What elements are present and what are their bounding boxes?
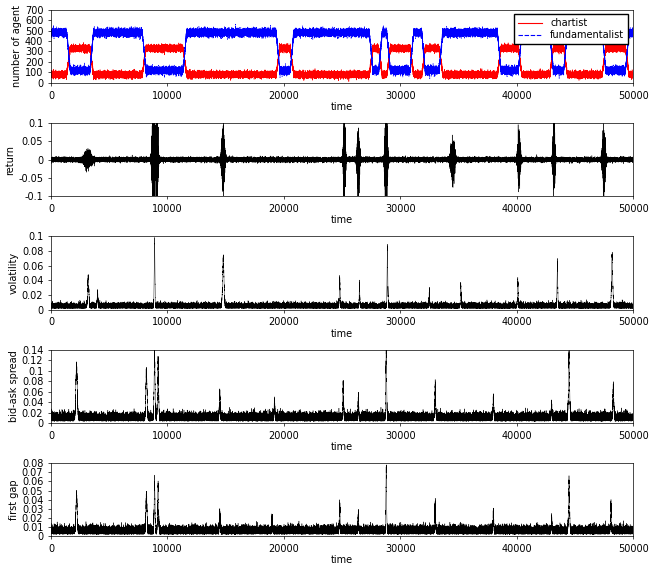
X-axis label: time: time: [331, 329, 353, 339]
fundamentalist: [398, 69, 405, 75]
chartist: [479, 70, 487, 77]
X-axis label: time: time: [331, 556, 353, 565]
chartist: [86, 50, 94, 57]
fundamentalist: [270, 29, 278, 36]
fundamentalist: [187, 32, 195, 39]
chartist: [187, 73, 195, 79]
fundamentalist: [479, 29, 487, 35]
chartist: [363, 70, 371, 77]
fundamentalist: [232, 21, 239, 27]
Y-axis label: first gap: first gap: [9, 480, 19, 520]
X-axis label: time: time: [331, 215, 353, 226]
fundamentalist: [426, 75, 434, 82]
Y-axis label: volatility: volatility: [9, 252, 19, 294]
Legend: chartist, fundamentalist: chartist, fundamentalist: [514, 14, 628, 44]
Y-axis label: return: return: [5, 144, 16, 175]
fundamentalist: [363, 29, 371, 36]
Line: fundamentalist: fundamentalist: [51, 24, 633, 79]
fundamentalist: [86, 62, 94, 69]
chartist: [629, 71, 637, 78]
chartist: [47, 71, 55, 78]
Y-axis label: number of agent: number of agent: [12, 5, 22, 87]
fundamentalist: [47, 28, 55, 35]
Line: chartist: chartist: [51, 42, 633, 82]
chartist: [80, 39, 88, 46]
X-axis label: time: time: [331, 102, 353, 112]
X-axis label: time: time: [331, 442, 353, 452]
fundamentalist: [629, 26, 637, 33]
chartist: [398, 46, 405, 53]
Y-axis label: bid-ask spread: bid-ask spread: [9, 351, 19, 422]
chartist: [345, 78, 353, 85]
chartist: [270, 71, 278, 78]
